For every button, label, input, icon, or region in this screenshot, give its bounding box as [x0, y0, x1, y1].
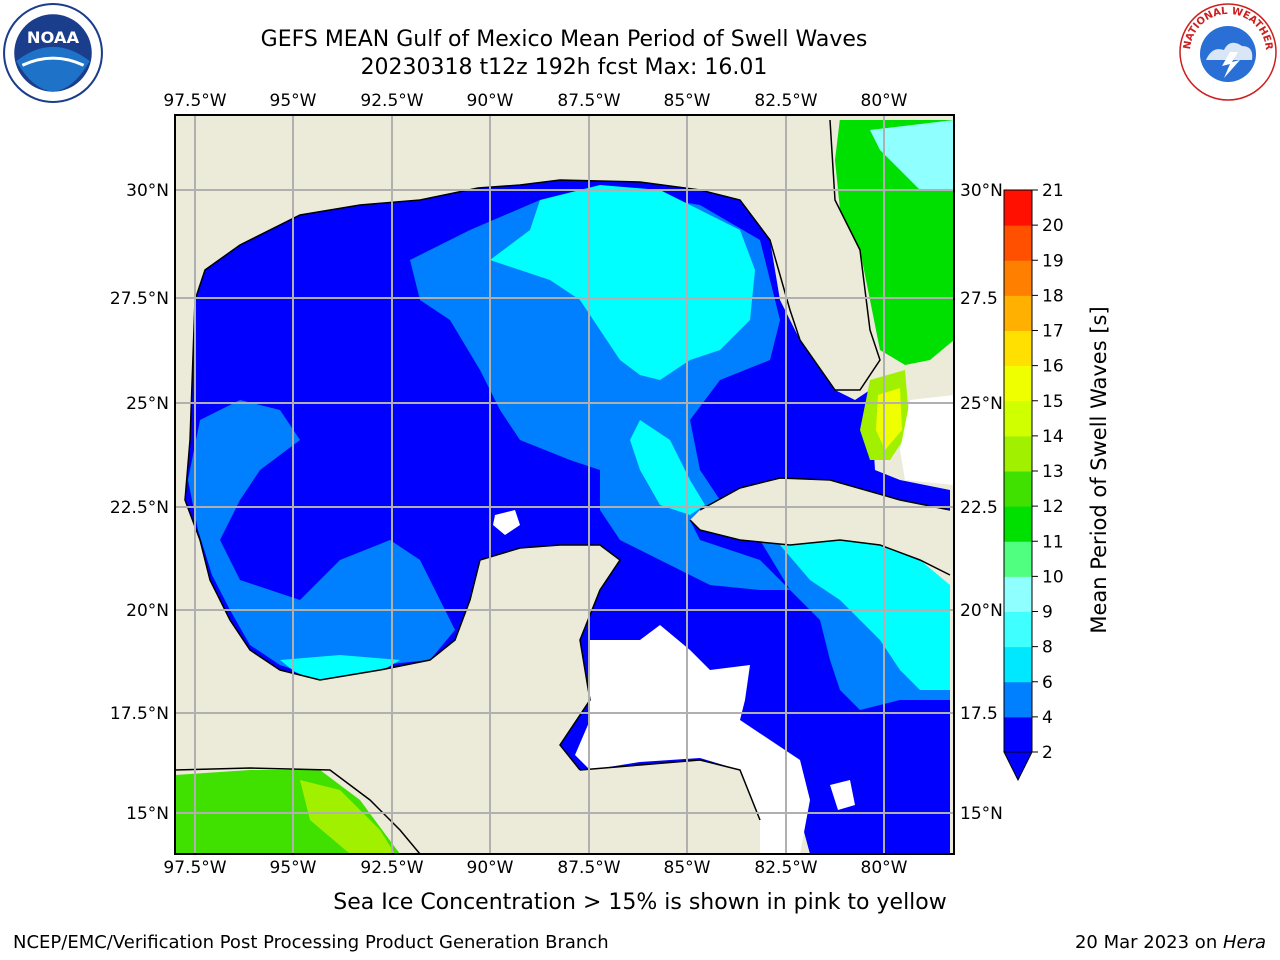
colorbar-swatch: [1004, 576, 1032, 612]
lat-label-right: 27.5: [960, 289, 998, 309]
colorbar-tick-label: 17: [1042, 322, 1064, 342]
colorbar-tick-label: 4: [1042, 708, 1053, 728]
colorbar-tick-label: 9: [1042, 603, 1053, 623]
colorbar-tick-label: 2: [1042, 743, 1053, 763]
colorbar-tick-label: 21: [1042, 181, 1064, 201]
colorbar-tick-label: 13: [1042, 462, 1064, 482]
lat-label-right: 22.5: [960, 498, 998, 518]
colorbar-swatch: [1004, 506, 1032, 542]
masked-region: [493, 510, 520, 535]
colorbar-tick-label: 15: [1042, 392, 1064, 412]
lon-label-top: 97.5°W: [163, 91, 226, 111]
noaa-logo-icon: NOAA: [3, 3, 103, 103]
lon-label-top: 80°W: [861, 91, 908, 111]
lon-label-bottom: 92.5°W: [360, 858, 423, 878]
lon-labels-top: 97.5°W 95°W 92.5°W 90°W 87.5°W 85°W 82.5…: [163, 91, 907, 111]
lon-label-top: 95°W: [270, 91, 317, 111]
colorbar-swatch: [1004, 225, 1032, 261]
footer-host: Hera: [1222, 932, 1266, 953]
footer-date-text: 20 Mar 2023 on: [1074, 932, 1223, 953]
colorbar-label: Mean Period of Swell Waves [s]: [1087, 306, 1111, 633]
colorbar-tick-label: 10: [1042, 567, 1064, 587]
colorbar-swatch: [1004, 295, 1032, 331]
colorbar-ticks: 2 4 6 8 9 10 11 12 13 14 15 16 17 18 19 20 21: [1032, 181, 1064, 763]
colorbar-tick-label: 6: [1042, 673, 1053, 693]
colorbar-tick-label: 20: [1042, 216, 1064, 236]
coastlines: [174, 119, 951, 855]
lat-label-right: 30°N: [960, 181, 1003, 201]
masked-region: [900, 395, 954, 485]
colorbar-swatch: [1004, 471, 1032, 507]
footer-credit: NCEP/EMC/Verification Post Processing Pr…: [13, 932, 609, 953]
lat-label-left: 25°N: [126, 394, 169, 414]
colorbar-tick-label: 8: [1042, 638, 1053, 658]
colorbar: [1003, 189, 1033, 782]
lon-label-top: 90°W: [467, 91, 514, 111]
colorbar-tick-label: 19: [1042, 251, 1064, 271]
chart-title: GEFS MEAN Gulf of Mexico Mean Period of …: [260, 27, 868, 52]
lat-label-left: 30°N: [126, 181, 169, 201]
noaa-logo-text: NOAA: [27, 28, 80, 47]
lon-label-bottom: 80°W: [861, 858, 908, 878]
pacific-swell-lime: [300, 780, 395, 854]
colorbar-tick-label: 16: [1042, 357, 1064, 377]
lat-label-left: 17.5°N: [110, 704, 169, 724]
colorbar-extend-min: [1003, 751, 1033, 782]
lat-label-right: 15°N: [960, 804, 1003, 824]
map-frame: [174, 114, 955, 855]
chart-subtitle: 20230318 t12z 192h fcst Max: 16.01: [360, 55, 768, 80]
lat-label-right: 17.5: [960, 704, 998, 724]
lon-label-bottom: 90°W: [467, 858, 514, 878]
lat-label-left: 15°N: [126, 804, 169, 824]
colorbar-swatch: [1004, 190, 1032, 226]
contour-band-6s: [490, 185, 755, 380]
colorbar-swatch: [1004, 330, 1032, 367]
map-area: [174, 114, 955, 855]
colorbar-swatch: [1004, 681, 1032, 718]
lon-label-top: 87.5°W: [557, 91, 620, 111]
lat-label-left: 27.5°N: [110, 289, 169, 309]
colorbar-tick-label: 11: [1042, 532, 1064, 552]
lon-label-bottom: 95°W: [270, 858, 317, 878]
nws-logo-icon: NATIONAL WEATHER SERVICE: [1178, 2, 1277, 101]
lat-labels-right: 30°N 27.5 25°N 22.5 20°N 17.5 15°N: [960, 181, 1003, 824]
colorbar-tick-label: 12: [1042, 497, 1064, 517]
lon-label-top: 82.5°W: [754, 91, 817, 111]
footer-date: 20 Mar 2023 on Hera: [1075, 932, 1266, 953]
colorbar-tick-label: 18: [1042, 286, 1064, 306]
land-central-america: [330, 760, 760, 854]
colorbar-swatch: [1004, 365, 1032, 402]
lon-label-bottom: 82.5°W: [754, 858, 817, 878]
lon-label-top: 85°W: [664, 91, 711, 111]
colorbar-swatch: [1004, 260, 1032, 296]
colorbar-swatch: [1004, 435, 1032, 472]
colorbar-swatch: [1004, 611, 1032, 648]
lat-label-left: 22.5°N: [110, 498, 169, 518]
contour-band-6s: [280, 655, 400, 682]
colorbar-tick-label: 14: [1042, 427, 1064, 447]
lat-label-left: 20°N: [126, 601, 169, 621]
atlantic-swell-light: [870, 120, 954, 190]
gridlines: [175, 115, 954, 854]
colorbar-swatch: [1004, 400, 1032, 437]
ice-note: Sea Ice Concentration > 15% is shown in …: [333, 890, 947, 915]
colorbar-swatch: [1004, 541, 1032, 577]
colorbar-swatch: [1004, 716, 1032, 753]
colorbar-swatch: [1004, 646, 1032, 683]
lon-label-bottom: 97.5°W: [163, 858, 226, 878]
masked-region: [830, 780, 855, 810]
contour-band-4s: [188, 400, 455, 678]
lon-labels-bottom: 97.5°W 95°W 92.5°W 90°W 87.5°W 85°W 82.5…: [163, 858, 907, 878]
lat-label-right: 25°N: [960, 394, 1003, 414]
lat-labels-left: 30°N 27.5°N 25°N 22.5°N 20°N 17.5°N 15°N: [110, 181, 169, 824]
lon-label-bottom: 87.5°W: [557, 858, 620, 878]
lon-label-bottom: 85°W: [664, 858, 711, 878]
lat-label-right: 20°N: [960, 601, 1003, 621]
lon-label-top: 92.5°W: [360, 91, 423, 111]
